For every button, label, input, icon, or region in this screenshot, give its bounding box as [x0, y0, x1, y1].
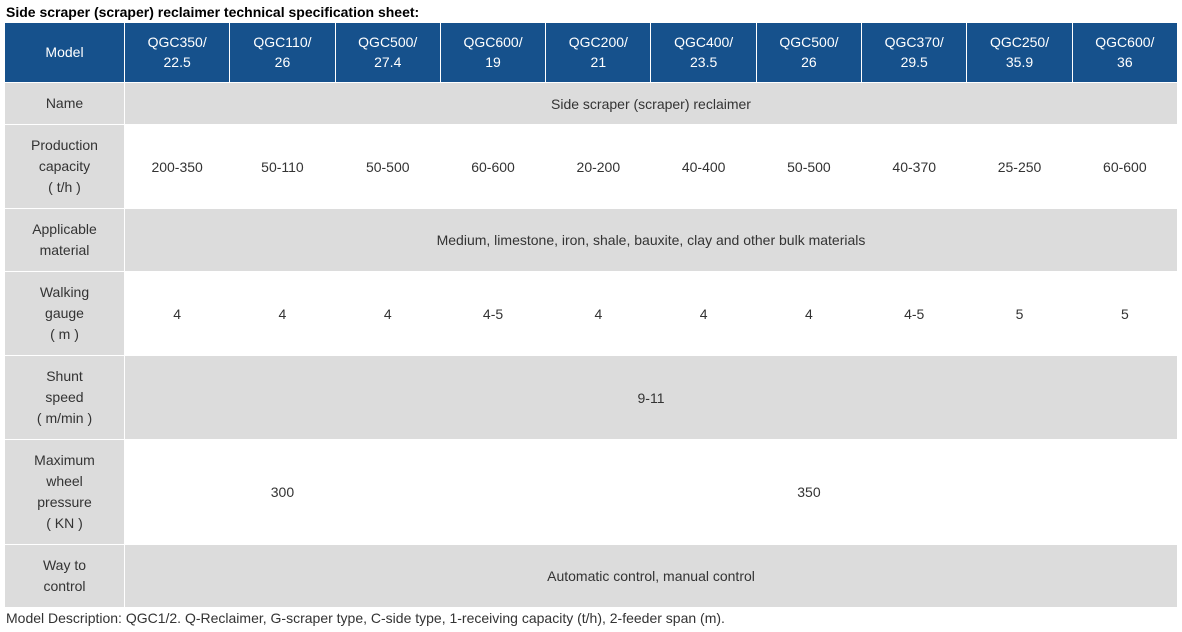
row-label: Way to control	[5, 545, 125, 608]
row-label: Applicable material	[5, 209, 125, 272]
data-cell: 4	[230, 272, 335, 356]
model-header-line1: QGC370/	[885, 34, 944, 50]
table-row: Way to control Automatic control, manual c…	[5, 545, 1178, 608]
model-header: QGC250/35.9	[967, 23, 1072, 83]
data-cell: 4	[651, 272, 756, 356]
data-cell: 4-5	[862, 272, 967, 356]
data-cell: 60-600	[1072, 125, 1177, 209]
merged-cell: 9-11	[125, 356, 1178, 440]
model-header-line2: 29.5	[901, 54, 928, 70]
model-header-line1: QGC250/	[990, 34, 1049, 50]
model-header: QGC200/21	[546, 23, 651, 83]
row-label-line: ( m/min )	[37, 410, 92, 426]
model-header-line1: QGC200/	[569, 34, 628, 50]
row-label-line: Production	[31, 137, 98, 153]
spec-table: Model QGC350/22.5QGC110/26QGC500/27.4QGC…	[4, 22, 1178, 608]
data-cell: 40-400	[651, 125, 756, 209]
model-header-line1: QGC500/	[358, 34, 417, 50]
model-header: QGC600/19	[440, 23, 545, 83]
model-header: QGC500/27.4	[335, 23, 440, 83]
data-cell: 4	[756, 272, 861, 356]
row-label-line: capacity	[39, 158, 90, 174]
table-row: Walkinggauge( m )4444-54444-555	[5, 272, 1178, 356]
data-cell: 25-250	[967, 125, 1072, 209]
row-label-line: Applicable	[32, 221, 97, 237]
row-label-line: wheel	[46, 473, 83, 489]
model-header-line2: 36	[1117, 54, 1133, 70]
model-header-line1: QGC600/	[1095, 34, 1154, 50]
model-header: QGC500/26	[756, 23, 861, 83]
data-cell: 5	[1072, 272, 1177, 356]
data-cell: 5	[967, 272, 1072, 356]
table-row: Shunt speed ( m/min ) 9-11	[5, 356, 1178, 440]
model-header-line1: QGC500/	[779, 34, 838, 50]
model-header-line2: 26	[801, 54, 817, 70]
merged-cell: 300	[125, 440, 441, 545]
model-header-line2: 23.5	[690, 54, 717, 70]
row-label-line: gauge	[45, 305, 84, 321]
model-header-line2: 22.5	[164, 54, 191, 70]
model-header: QGC350/22.5	[125, 23, 230, 83]
data-cell: 60-600	[440, 125, 545, 209]
table-row: Maximum wheel pressure ( KN ) 300350	[5, 440, 1178, 545]
model-header: QGC370/29.5	[862, 23, 967, 83]
table-row: Applicable material Medium, limestone, iro…	[5, 209, 1178, 272]
model-header-line1: QGC350/	[148, 34, 207, 50]
merged-cell: 350	[440, 440, 1177, 545]
table-row: Name Side scraper (scraper) reclaimer	[5, 83, 1178, 125]
model-header-line2: 27.4	[374, 54, 401, 70]
model-header-line1: QGC600/	[463, 34, 522, 50]
spec-body: NameSide scraper (scraper) reclaimerProd…	[5, 83, 1178, 608]
row-label-line: ( t/h )	[48, 179, 81, 195]
sheet-title: Side scraper (scraper) reclaimer technic…	[4, 4, 1178, 20]
model-header: QGC600/36	[1072, 23, 1177, 83]
row-label: Shunt speed ( m/min )	[5, 356, 125, 440]
model-header-line2: 19	[485, 54, 501, 70]
row-label: Walking gauge ( m )	[5, 272, 125, 356]
merged-cell: Side scraper (scraper) reclaimer	[125, 83, 1178, 125]
row-label-line: Shunt	[46, 368, 83, 384]
row-label-line: ( m )	[50, 326, 79, 342]
row-label-line: Name	[46, 95, 83, 111]
row-label: Maximum wheel pressure ( KN )	[5, 440, 125, 545]
row-label-line: Way to	[43, 557, 86, 573]
row-label-line: pressure	[37, 494, 91, 510]
model-header-line1: QGC400/	[674, 34, 733, 50]
row-label-line: Maximum	[34, 452, 95, 468]
data-cell: 4	[335, 272, 440, 356]
row-label-line: speed	[45, 389, 83, 405]
data-cell: 4	[546, 272, 651, 356]
table-row: Productioncapacity( t/h )200-35050-11050…	[5, 125, 1178, 209]
data-cell: 50-500	[756, 125, 861, 209]
row-label: Production capacity ( t/h )	[5, 125, 125, 209]
row-label: Name	[5, 83, 125, 125]
merged-cell: Medium, limestone, iron, shale, bauxite,…	[125, 209, 1178, 272]
row-label-line: material	[40, 242, 90, 258]
merged-cell: Automatic control, manual control	[125, 545, 1178, 608]
data-cell: 200-350	[125, 125, 230, 209]
row-label-line: ( KN )	[46, 515, 83, 531]
row-label-line: Walking	[40, 284, 89, 300]
header-label: Model	[5, 23, 125, 83]
model-header: QGC110/26	[230, 23, 335, 83]
model-header-line2: 26	[275, 54, 291, 70]
data-cell: 40-370	[862, 125, 967, 209]
data-cell: 4-5	[440, 272, 545, 356]
data-cell: 20-200	[546, 125, 651, 209]
data-cell: 50-500	[335, 125, 440, 209]
header-row: Model QGC350/22.5QGC110/26QGC500/27.4QGC…	[5, 23, 1178, 83]
model-header-line1: QGC110/	[253, 34, 311, 50]
data-cell: 50-110	[230, 125, 335, 209]
model-header-line2: 21	[591, 54, 607, 70]
model-description: Model Description: QGC1/2. Q-Reclaimer, …	[4, 610, 1178, 626]
data-cell: 4	[125, 272, 230, 356]
row-label-line: control	[43, 578, 85, 594]
model-header: QGC400/23.5	[651, 23, 756, 83]
model-header-line2: 35.9	[1006, 54, 1033, 70]
